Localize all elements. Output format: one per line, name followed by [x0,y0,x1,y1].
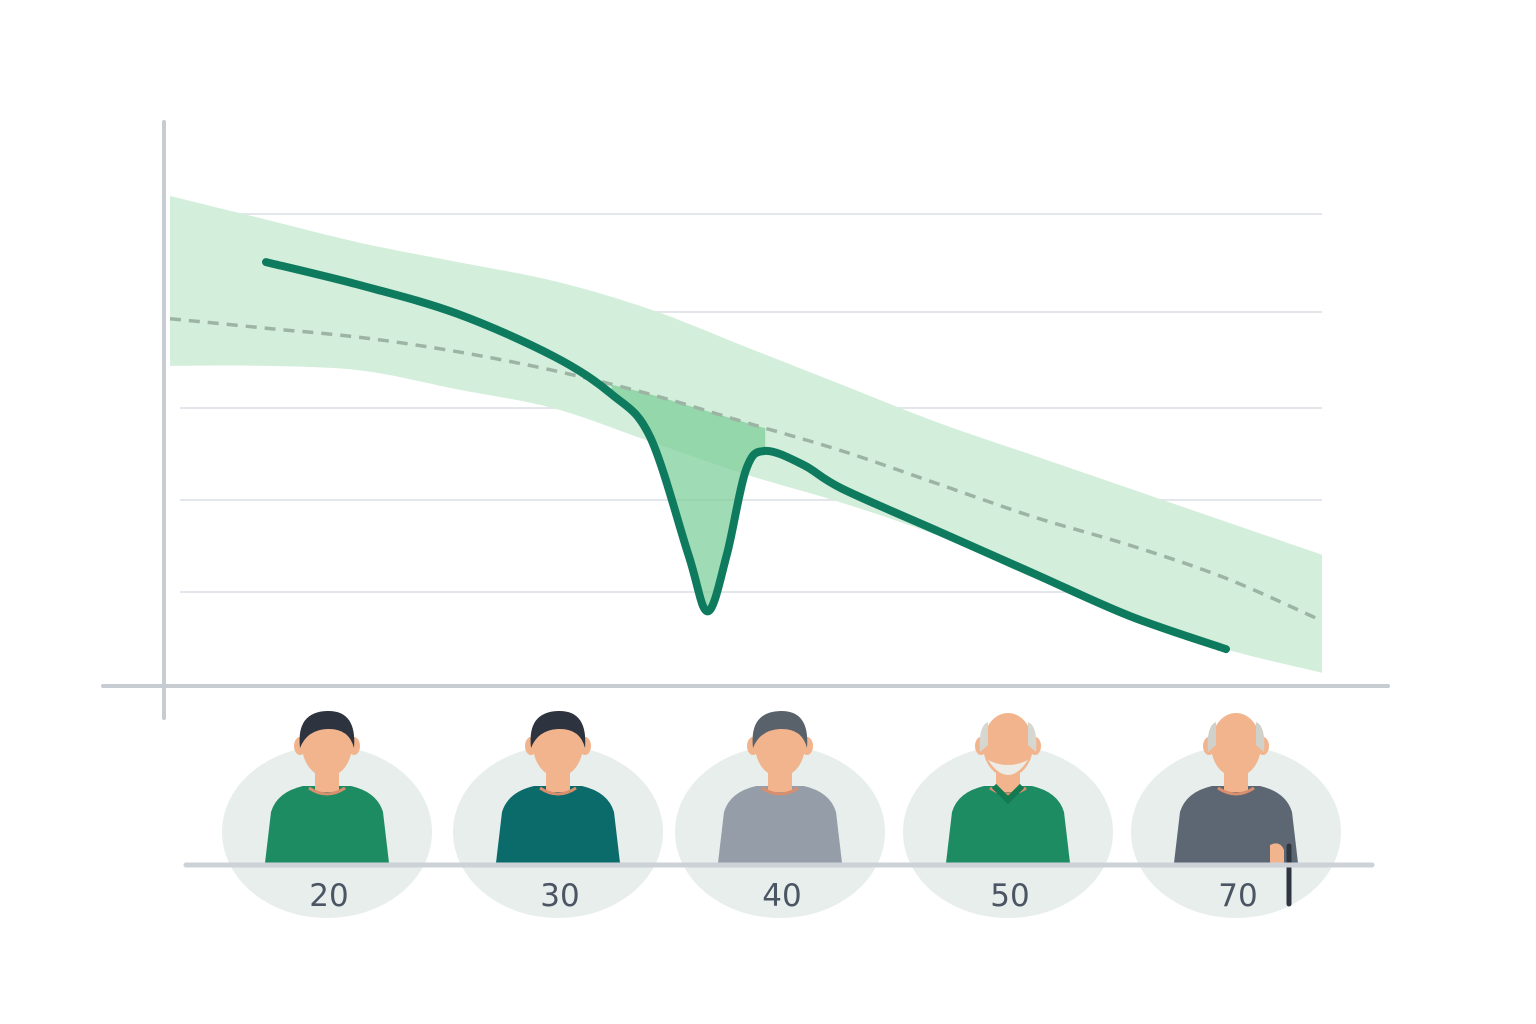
young-man-icon [222,710,432,918]
age-labels: 20 30 40 50 70 [309,878,1257,914]
dashed-trend-line [169,316,1323,623]
age-label-40: 40 [762,878,801,914]
age-label-70: 70 [1218,878,1257,914]
dip-highlight-area [611,384,766,612]
age-label-30: 30 [540,878,579,914]
bearded-older-man-icon [903,713,1113,918]
age-label-20: 20 [309,878,348,914]
main-trend-line [262,258,1230,654]
age-label-50: 50 [990,878,1029,914]
middle-aged-man-icon [675,710,885,918]
age-figures-row [222,710,1341,918]
adult-man-icon [453,710,663,918]
